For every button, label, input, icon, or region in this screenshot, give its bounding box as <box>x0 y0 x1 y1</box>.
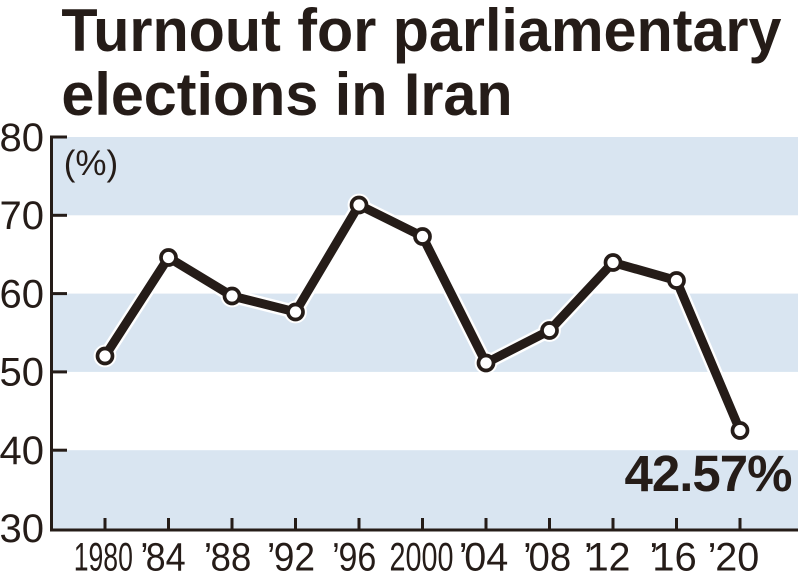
svg-text:60: 60 <box>0 272 44 316</box>
svg-text:Turnout for parliamentary: Turnout for parliamentary <box>61 0 781 64</box>
svg-text:’20: ’20 <box>708 535 760 578</box>
svg-text:70: 70 <box>0 194 44 238</box>
svg-text:’96: ’96 <box>332 534 376 578</box>
svg-text:30: 30 <box>0 507 44 551</box>
svg-text:2000: 2000 <box>389 535 453 578</box>
svg-text:’12: ’12 <box>584 535 630 578</box>
svg-text:1980: 1980 <box>74 535 133 578</box>
svg-text:elections in Iran: elections in Iran <box>61 61 512 128</box>
svg-text:’04: ’04 <box>459 535 509 578</box>
svg-text:’16: ’16 <box>649 536 696 578</box>
svg-text:’08: ’08 <box>523 536 571 578</box>
svg-text:’92: ’92 <box>267 535 315 578</box>
svg-text:’88: ’88 <box>204 535 252 578</box>
svg-text:’84: ’84 <box>140 536 185 578</box>
svg-text:42.57%: 42.57% <box>625 445 792 502</box>
svg-text:80: 80 <box>0 116 44 160</box>
svg-text:40: 40 <box>0 429 44 473</box>
svg-text:50: 50 <box>0 351 44 395</box>
svg-text:(%): (%) <box>64 144 118 183</box>
